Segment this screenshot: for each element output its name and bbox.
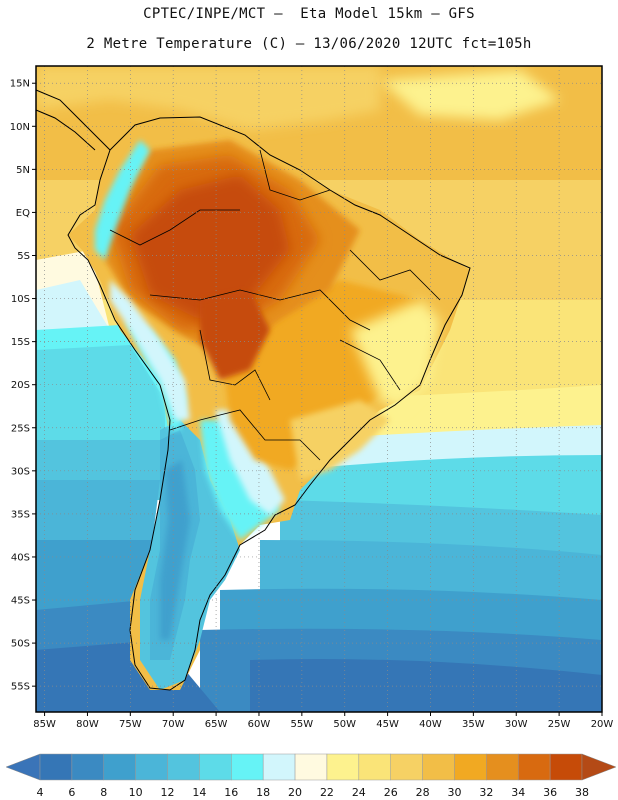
lon-label: 60W: [248, 719, 271, 730]
country-borders: [109, 149, 441, 461]
coastline-south-america: [67, 116, 471, 691]
land-coast-22: [350, 300, 440, 410]
lat-label: EQ: [16, 208, 30, 219]
colorbar-swatch: [486, 753, 519, 781]
lon-label: 45W: [376, 719, 399, 730]
lat-label: 45S: [11, 596, 30, 607]
lat-label: 15N: [10, 79, 30, 90]
colorbar-label: 34: [511, 786, 525, 799]
colorbar-label: 18: [256, 786, 270, 799]
colorbar-label: 16: [224, 786, 238, 799]
colorbar-label: 8: [100, 786, 107, 799]
longitude-axis: 85W 80W 75W 70W 65W 60W 55W 50W 45W 40W 35W 30W 25W 2…: [33, 712, 613, 730]
colorbar-swatch: [549, 753, 583, 781]
colorbar-label: 26: [384, 786, 398, 799]
colorbar-label: 28: [416, 786, 430, 799]
title-line-2: 2 Metre Temperature (C) – 13/06/2020 12U…: [86, 36, 532, 52]
lat-label: 25S: [11, 423, 30, 434]
ocean-temp-4: [250, 659, 602, 712]
colorbar-swatch: [135, 753, 168, 781]
land-southeast-26: [290, 400, 390, 480]
lon-label: 65W: [205, 719, 228, 730]
colorbar-swatch: [390, 753, 423, 781]
land-bolivia-36: [200, 290, 270, 380]
lon-label: 30W: [505, 719, 528, 730]
lat-label: 10S: [11, 294, 30, 305]
colorbar-swatch: [199, 753, 232, 781]
pacific-temp-14: [36, 345, 165, 450]
colorbar-swatch: [517, 753, 551, 781]
pacific-temp-8: [36, 540, 155, 620]
lon-label: 40W: [419, 719, 442, 730]
latitude-axis: 15N 10N 5N EQ 5S 10S 15S 20S 25S 30S 35S 40S 45S 50S 5…: [10, 79, 36, 693]
lat-label: 50S: [11, 639, 30, 650]
lon-label: 55W: [291, 719, 314, 730]
lat-label: 35S: [11, 509, 30, 520]
colorbar-swatch: [358, 753, 391, 781]
colorbar-label: 30: [447, 786, 461, 799]
lat-label: 55S: [11, 682, 30, 693]
colorbar-swatch: [103, 753, 136, 781]
lat-label: 15S: [11, 337, 30, 348]
colorbar-label: 22: [320, 786, 334, 799]
temperature-field: [36, 66, 602, 712]
title-line-1: CPTEC/INPE/MCT – Eta Model 15km – GFS: [143, 6, 475, 22]
andes-north-16: [95, 140, 150, 260]
land-amazon-36: [130, 175, 290, 320]
colorbar-label: 38: [575, 786, 589, 799]
lon-label: 20W: [591, 719, 614, 730]
colorbar-swatch: [326, 753, 360, 781]
colorbar-swatch: [422, 753, 455, 781]
lat-label: 5N: [16, 165, 30, 176]
lon-label: 70W: [162, 719, 185, 730]
lon-label: 85W: [33, 719, 56, 730]
lat-label: 40S: [11, 552, 30, 563]
lon-label: 80W: [76, 719, 99, 730]
colorbar-swatch: [262, 753, 296, 781]
colorbar-label: 14: [192, 786, 206, 799]
colorbar-swatch: [231, 753, 264, 781]
coastline-central-america: [35, 89, 111, 151]
land-pampas-18: [215, 410, 285, 515]
lat-label: 10N: [10, 122, 30, 133]
lon-label: 25W: [548, 719, 571, 730]
map-frame: [35, 65, 603, 713]
colorbar-swatch: [71, 753, 105, 781]
colorbar-swatch: [167, 753, 200, 781]
colorbar-low-arrow: [5, 753, 41, 781]
lon-label: 35W: [462, 719, 485, 730]
atlantic-temp-22: [380, 70, 560, 120]
lat-label: 30S: [11, 466, 30, 477]
colorbar-swatch: [294, 753, 328, 781]
colorbar-label: 36: [543, 786, 557, 799]
colorbar-high-arrow: [581, 753, 617, 781]
colorbar-label: 32: [479, 786, 493, 799]
lon-label: 50W: [333, 719, 356, 730]
colorbar-label: 10: [129, 786, 143, 799]
lat-label: 5S: [17, 251, 30, 262]
colorbar-label: 12: [161, 786, 175, 799]
colorbar-swatch: [454, 753, 487, 781]
colorbar: 4 6 8 10 12 14 16 18 20 22 24 26 28 30 32 34 36 38: [5, 753, 617, 799]
colorbar-label: 4: [37, 786, 44, 799]
caribbean-temp-26: [36, 66, 380, 130]
lon-label: 75W: [119, 719, 142, 730]
colorbar-label: 6: [68, 786, 75, 799]
colorbar-label: 20: [288, 786, 302, 799]
land-andes-south-8: [160, 460, 190, 640]
colorbar-swatch: [39, 753, 73, 781]
colorbar-label: 24: [352, 786, 366, 799]
lat-label: 20S: [11, 380, 30, 391]
